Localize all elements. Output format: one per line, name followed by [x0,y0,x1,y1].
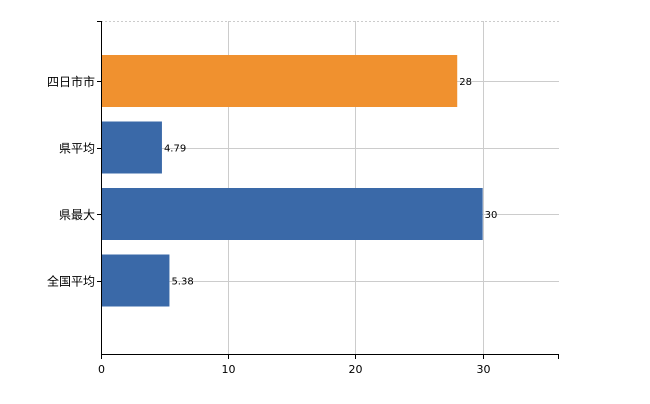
axis-layer [97,21,559,359]
x-tick-label: 30 [477,363,491,376]
data-label: 28 [459,77,472,88]
category-label: 県最大 [59,208,95,222]
data-label: 30 [485,210,498,221]
bar [101,188,483,240]
x-tick-label: 20 [349,363,363,376]
category-label: 県平均 [59,142,95,156]
x-tick-label: 0 [98,363,105,376]
category-label: 全国平均 [47,274,95,289]
bar [101,55,458,107]
bar-layer [101,55,483,307]
bar [101,254,170,307]
data-label: 5.38 [171,277,193,288]
bar [101,121,162,174]
data-label: 4.79 [164,144,186,155]
category-label: 四日市市 [47,74,95,89]
x-tick-label: 10 [222,363,236,376]
